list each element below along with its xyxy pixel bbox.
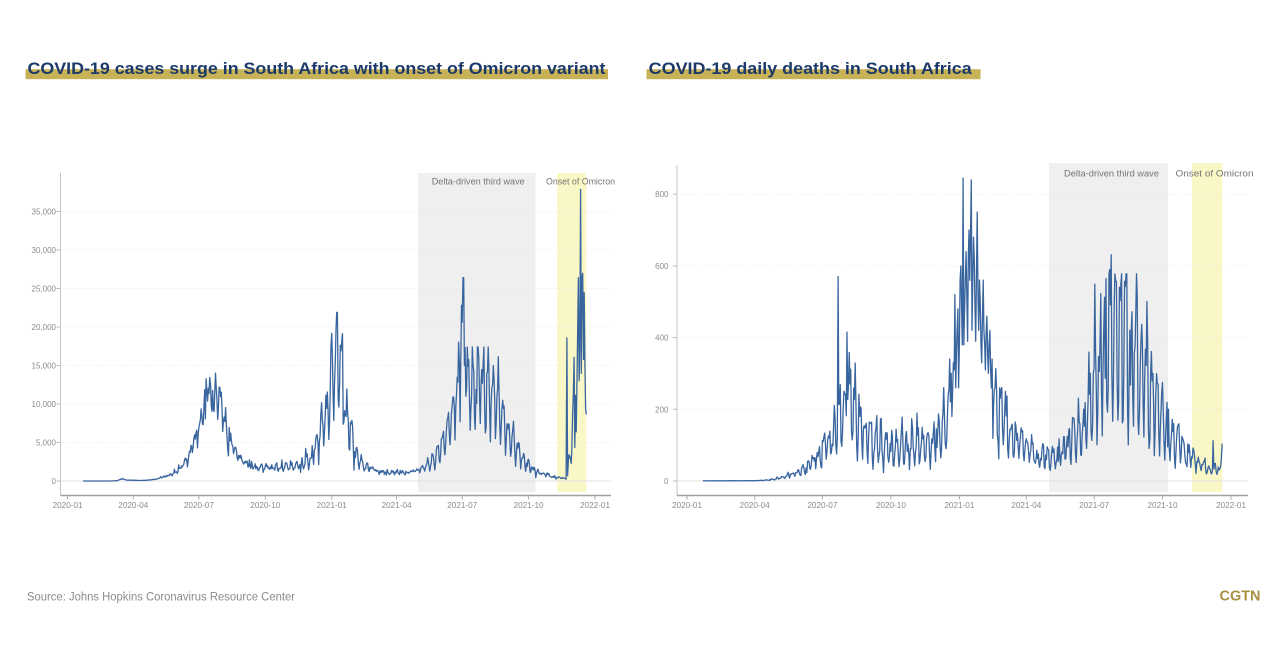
- svg-text:COVID-19 cases surge in South: COVID-19 cases surge in South Africa wit…: [28, 59, 606, 78]
- svg-text:2021-04: 2021-04: [1011, 501, 1041, 510]
- svg-text:200: 200: [655, 405, 669, 414]
- svg-text:2020-01: 2020-01: [672, 501, 702, 510]
- svg-text:2021-07: 2021-07: [1079, 501, 1109, 510]
- svg-text:2021-10: 2021-10: [1147, 501, 1177, 510]
- svg-text:0: 0: [52, 477, 57, 486]
- svg-text:2020-04: 2020-04: [740, 501, 770, 510]
- svg-text:2020-07: 2020-07: [184, 501, 214, 510]
- svg-text:2020-10: 2020-10: [876, 501, 906, 510]
- svg-text:2020-10: 2020-10: [250, 501, 280, 510]
- svg-text:2021-10: 2021-10: [514, 501, 544, 510]
- svg-text:2020-01: 2020-01: [53, 501, 83, 510]
- svg-text:Delta-driven third wave: Delta-driven third wave: [432, 177, 525, 188]
- svg-text:15,000: 15,000: [32, 362, 57, 371]
- svg-text:600: 600: [655, 262, 669, 271]
- svg-text:Onset of Omicron: Onset of Omicron: [546, 177, 615, 188]
- svg-text:2020-07: 2020-07: [807, 501, 837, 510]
- svg-text:2020-04: 2020-04: [118, 501, 148, 510]
- svg-text:30,000: 30,000: [32, 246, 57, 255]
- svg-text:2021-07: 2021-07: [447, 501, 477, 510]
- svg-text:0: 0: [664, 477, 669, 486]
- svg-text:Delta-driven third wave: Delta-driven third wave: [1064, 169, 1159, 180]
- svg-text:800: 800: [655, 190, 669, 199]
- svg-text:CGTN: CGTN: [1220, 589, 1261, 605]
- svg-text:Onset of Omicron: Onset of Omicron: [1176, 169, 1254, 180]
- svg-text:20,000: 20,000: [32, 323, 57, 332]
- svg-text:5,000: 5,000: [36, 439, 57, 448]
- svg-text:35,000: 35,000: [32, 208, 57, 217]
- svg-text:Source: Johns Hopkins Coronavi: Source: Johns Hopkins Coronavirus Resour…: [27, 591, 295, 603]
- svg-text:2021-01: 2021-01: [317, 501, 347, 510]
- svg-text:2022-01: 2022-01: [580, 501, 610, 510]
- svg-text:400: 400: [655, 334, 669, 343]
- svg-text:2022-01: 2022-01: [1216, 501, 1246, 510]
- svg-text:2021-01: 2021-01: [944, 501, 974, 510]
- svg-text:25,000: 25,000: [32, 285, 57, 294]
- svg-text:2021-04: 2021-04: [382, 501, 412, 510]
- svg-text:10,000: 10,000: [32, 400, 57, 409]
- svg-text:COVID-19 daily deaths in South: COVID-19 daily deaths in South Africa: [649, 59, 973, 78]
